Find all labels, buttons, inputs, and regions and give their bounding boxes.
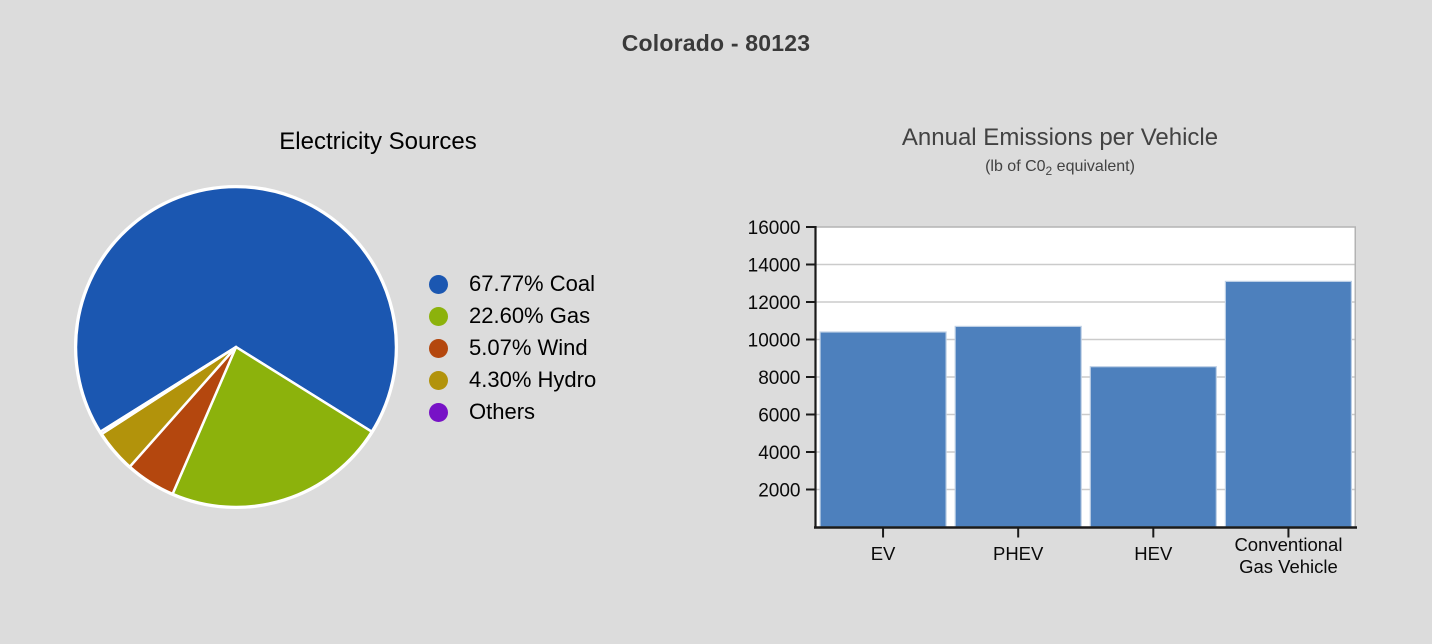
legend-item-gas: 22.60% Gas (429, 300, 596, 332)
y-tick-label: 8000 (758, 368, 800, 389)
page-title: Colorado - 80123 (621, 30, 811, 56)
x-tick-label: Conventional (1234, 534, 1342, 555)
x-tick-label: HEV (1134, 543, 1173, 564)
y-tick-label: 12000 (748, 293, 801, 314)
legend-label: Others (469, 399, 536, 424)
y-tick-label: 4000 (758, 443, 800, 464)
legend-label: 5.07% Wind (469, 335, 588, 360)
legend-label: 22.60% Gas (469, 303, 591, 328)
x-tick-label: Gas Vehicle (1239, 556, 1338, 577)
bar-ev (819, 331, 947, 528)
y-tick-label: 14000 (748, 256, 801, 277)
bar-phev (954, 325, 1082, 528)
pie-chart (73, 184, 399, 510)
legend-item-coal: 67.77% Coal (429, 268, 596, 300)
bar-conventional (1224, 280, 1353, 528)
legend-item-wind: 5.07% Wind (429, 332, 596, 364)
subtitle-text: (lb of C0 (985, 158, 1046, 175)
subtitle-subscript: 2 (1045, 164, 1053, 178)
subtitle-text-tail: equivalent) (1052, 158, 1135, 175)
legend-label: 67.77% Coal (469, 271, 595, 296)
legend-label: 4.30% Hydro (469, 367, 597, 392)
legend-item-hydro: 4.30% Hydro (429, 364, 596, 396)
y-tick-label: 6000 (758, 406, 800, 427)
y-tick-label: 2000 (758, 481, 800, 502)
bar-hev (1089, 366, 1217, 528)
x-tick-label: EV (871, 543, 896, 564)
bar-chart-title: Annual Emissions per Vehicle (901, 124, 1219, 151)
pie-legend: 67.77% Coal 22.60% Gas 5.07% Wind 4.30% Hyd… (429, 268, 596, 428)
legend-swatch-icon (429, 402, 448, 422)
legend-swatch-icon (429, 338, 448, 358)
legend-item-others: Others (429, 396, 596, 428)
pie-outer-rim (73, 184, 399, 510)
legend-swatch-icon (429, 370, 448, 390)
y-tick-label: 10000 (748, 331, 801, 352)
y-tick-label: 16000 (748, 218, 801, 239)
bar-chart-subtitle: (lb of C02 equivalent) (730, 158, 1390, 178)
legend-swatch-icon (429, 274, 448, 294)
pie-chart-title: Electricity Sources (279, 128, 477, 155)
bar-chart: 2000 4000 6000 8000 10000 12000 14000 16000 EV PH… (748, 218, 1357, 577)
x-tick-label: PHEV (993, 543, 1044, 564)
legend-swatch-icon (429, 306, 448, 326)
